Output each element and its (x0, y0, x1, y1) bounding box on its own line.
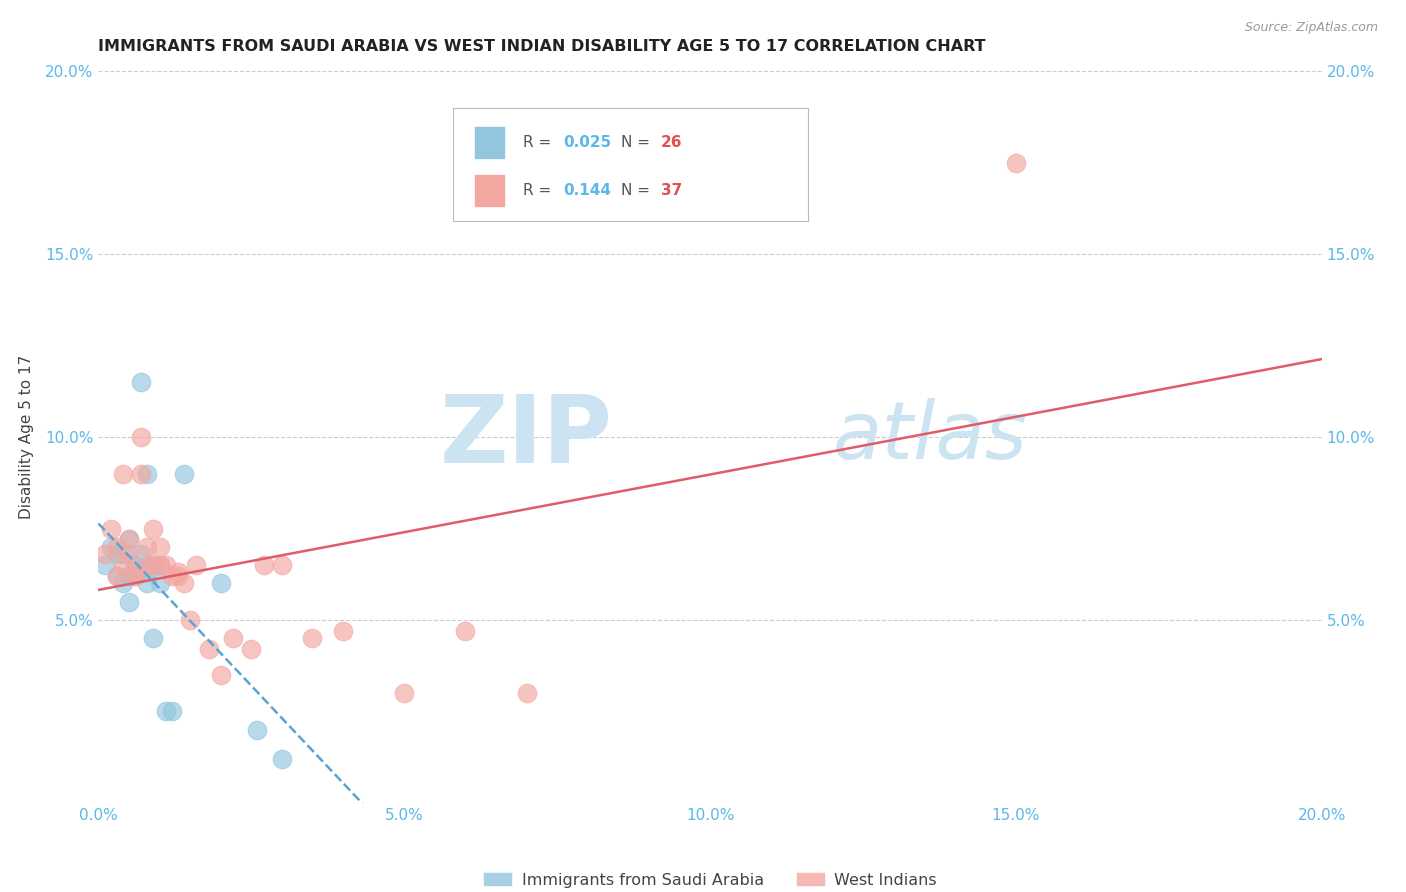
Point (270, 752, 292, 766)
Point (222, 632, 245, 646)
Point (160, 569, 183, 583)
Text: 37: 37 (661, 183, 682, 198)
Point (105, 540, 128, 554)
Point (149, 576, 172, 591)
Point (124, 566, 146, 580)
Point (136, 566, 159, 580)
Text: 0.025: 0.025 (564, 136, 612, 150)
Point (209, 576, 232, 591)
Point (124, 569, 146, 583)
Point (100, 521, 122, 535)
Point (149, 540, 172, 554)
Point (142, 632, 165, 646)
Text: 26: 26 (661, 136, 682, 150)
Text: R =: R = (523, 183, 555, 198)
Point (136, 540, 159, 554)
Point (105, 547, 128, 561)
Point (118, 594, 141, 608)
Point (136, 576, 159, 591)
Point (142, 558, 165, 573)
Text: 0.144: 0.144 (564, 183, 612, 198)
Point (155, 558, 177, 573)
Point (129, 375, 152, 389)
Point (111, 558, 134, 573)
Point (111, 547, 134, 561)
Point (142, 558, 165, 573)
Bar (474, 174, 505, 207)
Point (118, 533, 141, 547)
Point (167, 569, 190, 583)
Point (118, 547, 141, 561)
Point (167, 566, 190, 580)
Point (246, 723, 269, 737)
Point (111, 467, 134, 481)
Point (124, 558, 146, 573)
Bar (474, 126, 505, 159)
Point (155, 705, 177, 719)
Point (516, 686, 538, 700)
Point (270, 558, 292, 573)
Text: ZIP: ZIP (439, 391, 612, 483)
Point (392, 686, 416, 700)
Y-axis label: Disability Age 5 to 17: Disability Age 5 to 17 (20, 355, 34, 519)
Point (129, 547, 152, 561)
Point (136, 467, 159, 481)
Point (118, 533, 141, 547)
Point (142, 521, 165, 535)
Point (197, 642, 219, 657)
Point (240, 642, 263, 657)
Point (252, 558, 274, 573)
Point (160, 705, 183, 719)
Point (301, 632, 323, 646)
Point (100, 540, 122, 554)
Text: IMMIGRANTS FROM SAUDI ARABIA VS WEST INDIAN DISABILITY AGE 5 TO 17 CORRELATION C: IMMIGRANTS FROM SAUDI ARABIA VS WEST IND… (98, 38, 986, 54)
Point (173, 576, 195, 591)
Point (129, 430, 152, 444)
Text: atlas: atlas (832, 398, 1028, 476)
FancyBboxPatch shape (453, 108, 808, 221)
Point (111, 576, 134, 591)
Point (149, 558, 172, 573)
Text: N =: N = (620, 136, 655, 150)
Point (332, 624, 354, 638)
Point (186, 558, 208, 573)
Point (173, 467, 195, 481)
Point (129, 467, 152, 481)
Text: R =: R = (523, 136, 555, 150)
Point (105, 569, 128, 583)
Point (118, 569, 141, 583)
Point (1004, 156, 1026, 170)
Point (93, 547, 115, 561)
Point (149, 558, 172, 573)
Text: Source: ZipAtlas.com: Source: ZipAtlas.com (1244, 21, 1378, 34)
Point (454, 624, 477, 638)
Point (93, 558, 115, 573)
Legend: Immigrants from Saudi Arabia, West Indians: Immigrants from Saudi Arabia, West India… (477, 865, 943, 892)
Point (136, 558, 159, 573)
Point (124, 569, 146, 583)
Point (179, 613, 201, 627)
Point (105, 569, 128, 583)
Point (209, 667, 232, 681)
Text: N =: N = (620, 183, 655, 198)
